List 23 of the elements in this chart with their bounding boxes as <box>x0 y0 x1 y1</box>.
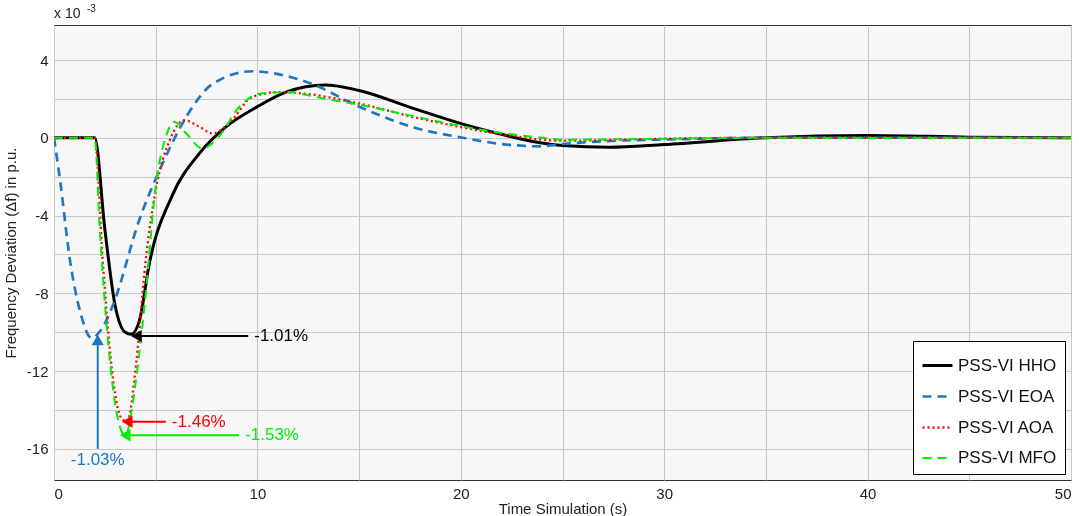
y-tick-label: -12 <box>26 362 49 380</box>
y-tick-label: -8 <box>35 284 49 302</box>
text: x 10-3 <box>54 3 97 21</box>
y-tick-label: -16 <box>26 440 49 458</box>
legend-label: PSS-VI EOA <box>958 386 1056 406</box>
legend-label: PSS-VI AOA <box>958 417 1055 437</box>
legend-label: PSS-VI MFO <box>958 448 1057 467</box>
y-tick-label: -4 <box>35 207 49 225</box>
x-axis-title: Time Simulation (s) <box>498 499 628 516</box>
x-tick-label: 10 <box>249 484 267 502</box>
x-tick-label: 30 <box>656 484 674 502</box>
x-tick-label: 0 <box>54 484 63 502</box>
x-tick-label: 50 <box>1054 484 1072 502</box>
x-tick-label: 20 <box>452 484 470 502</box>
y-axis-title: Frequency Deviation (Δf) in p.u. <box>1 147 19 359</box>
x-tick-label: 40 <box>859 484 877 502</box>
y-tick-label: 4 <box>40 51 49 69</box>
y-tick-label: 0 <box>40 129 49 147</box>
legend-label: PSS-VI HHO <box>958 355 1057 375</box>
annotation: -1.01% <box>254 326 309 346</box>
annotation: -1.46% <box>171 411 226 431</box>
annotation: -1.53% <box>245 425 299 445</box>
annotation: -1.03% <box>70 449 125 469</box>
